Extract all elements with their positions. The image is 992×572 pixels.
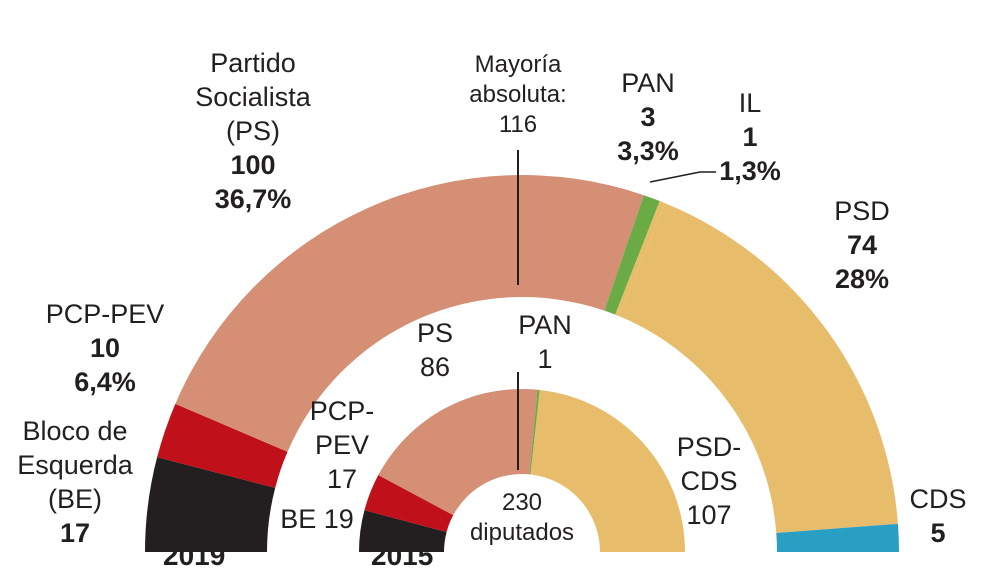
label-il-2019: IL 1 1,3% <box>705 86 795 188</box>
il-pct: 1,3% <box>719 156 781 186</box>
ps-name-line2: Socialista <box>195 82 311 112</box>
label-center-2015: 230 diputados <box>452 488 592 548</box>
year-2019: 2019 <box>163 540 226 571</box>
pan-pct: 3,3% <box>617 136 679 166</box>
label-ps-2015: PS 86 <box>395 316 475 384</box>
psd-pct: 28% <box>834 264 890 294</box>
label-psd-2015: PSD- CDS 107 <box>664 430 754 532</box>
label-be-2019: Bloco de Esquerda (BE) 17 <box>4 414 146 550</box>
ps-name-line1: Partido <box>210 48 296 78</box>
be15-seats: 19 <box>323 504 354 534</box>
ps15-seats: 86 <box>419 352 451 382</box>
label-pan-2015: PAN 1 <box>505 308 585 376</box>
majority-line1: Mayoría <box>474 51 562 78</box>
seg-2015-segment-ps <box>378 389 538 516</box>
pcp-pct: 6,4% <box>74 367 136 397</box>
psd15-name-line1: PSD- <box>676 432 742 462</box>
label-pcp-2019: PCP-PEV 10 6,4% <box>30 297 180 399</box>
be-name-line3: (BE) <box>48 484 102 514</box>
pcp-seats: 10 <box>89 333 121 363</box>
pcp15-name-line2: PEV <box>314 430 370 460</box>
il-seats: 1 <box>742 122 758 152</box>
seg-2019-segment-partido-socialista-ps- <box>175 174 644 452</box>
center-unit: diputados <box>469 519 575 546</box>
seg-2015-segment-pan <box>529 389 540 475</box>
label-psd-2019: PSD 74 28% <box>812 194 912 296</box>
chart-2019-arcs <box>145 174 899 552</box>
seg-2015-segment-psd-cds <box>530 389 685 552</box>
pcp15-seats: 17 <box>326 464 358 494</box>
label-pcp-2015: PCP- PEV 17 <box>300 394 384 496</box>
ps-name-line3: (PS) <box>226 116 280 146</box>
seg-2019-segment-cds <box>776 523 899 552</box>
parliament-chart <box>145 150 899 552</box>
seg-2019-segment-pcp-pev <box>157 403 288 488</box>
pan-seats: 3 <box>640 102 656 132</box>
be15-name: BE <box>280 504 317 534</box>
pcp-name: PCP-PEV <box>45 299 165 329</box>
psd15-seats: 107 <box>686 500 732 530</box>
chart-2015-arcs <box>359 389 685 552</box>
ps-pct: 36,7% <box>214 184 292 214</box>
majority-value: 116 <box>498 111 538 138</box>
il-name: IL <box>738 88 762 118</box>
seg-2015-segment-be <box>359 510 447 552</box>
cds-seats: 5 <box>930 518 946 548</box>
psd-name: PSD <box>834 196 890 226</box>
label-cds-2019: CDS 5 <box>900 482 976 550</box>
be-seats: 17 <box>59 518 91 548</box>
label-be-2015: BE 19 <box>272 502 362 536</box>
psd15-name-line2: CDS <box>680 466 738 496</box>
label-majority: Mayoría absoluta: 116 <box>450 50 586 140</box>
label-ps-2019: Partido Socialista (PS) 100 36,7% <box>183 46 323 216</box>
seg-2019-segment-pan <box>604 195 660 315</box>
year-2015: 2015 <box>371 540 434 571</box>
il-leader-line <box>649 171 716 183</box>
seg-2019-segment-il <box>615 201 665 317</box>
pan-name: PAN <box>621 68 675 98</box>
seg-2015-segment-pcp-pev <box>364 475 454 532</box>
be-name-line1: Bloco de <box>22 416 128 446</box>
center-seats: 230 <box>501 489 543 516</box>
ps-seats: 100 <box>230 150 276 180</box>
pan15-name: PAN <box>518 310 572 340</box>
be-name-line2: Esquerda <box>17 450 133 480</box>
majority-line2: absoluta: <box>469 81 567 108</box>
cds-name: CDS <box>909 484 967 514</box>
ps15-name: PS <box>416 318 454 348</box>
psd-seats: 74 <box>846 230 878 260</box>
pan15-seats: 1 <box>537 344 553 374</box>
seg-2019-segment-psd <box>618 203 898 533</box>
pcp15-name-line1: PCP- <box>309 396 375 426</box>
label-pan-2019: PAN 3 3,3% <box>603 66 693 168</box>
seg-2019-segment-bloco-de-esquerda-be- <box>145 457 276 552</box>
